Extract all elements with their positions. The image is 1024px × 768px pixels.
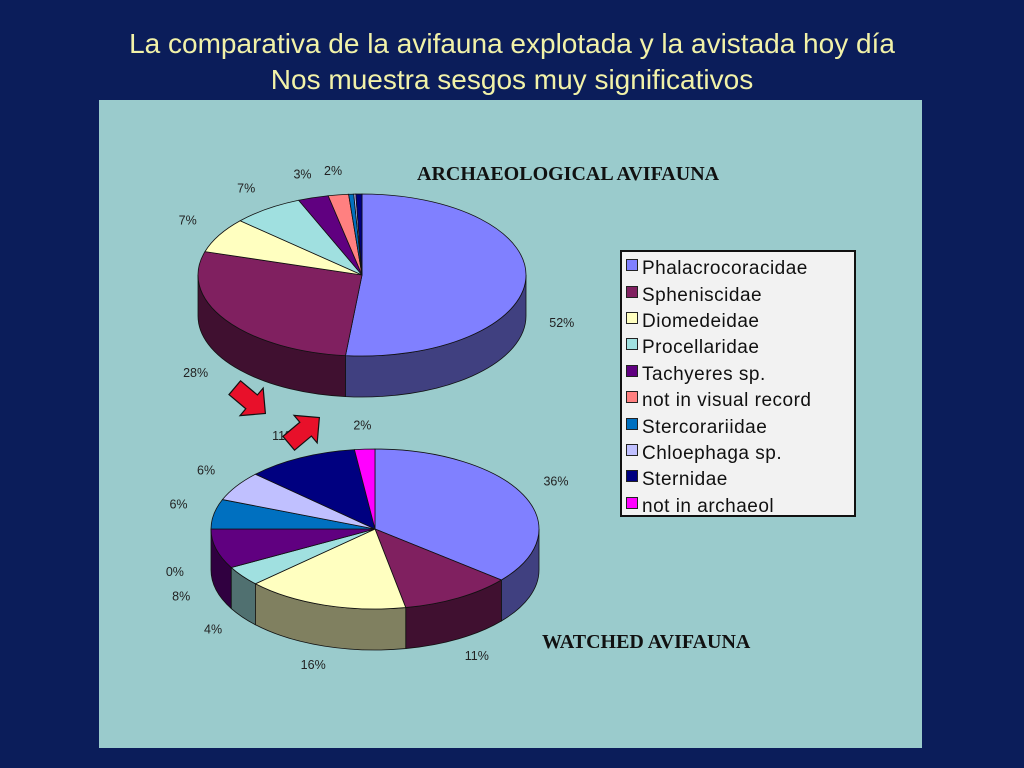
legend-item: Phalacrocoracidae — [626, 256, 854, 282]
legend-label: Tachyeres sp. — [642, 363, 766, 385]
legend-label: Sternidae — [642, 469, 728, 491]
legend-swatch — [626, 417, 638, 430]
legend-item: Tachyeres sp. — [626, 362, 854, 388]
slide-title: La comparativa de la avifauna explotada … — [0, 26, 1024, 98]
slide-title-line-1: La comparativa de la avifauna explotada … — [129, 28, 895, 59]
legend-swatch — [626, 443, 638, 456]
chart-title-archaeological: ARCHAEOLOGICAL AVIFAUNA — [417, 163, 720, 185]
legend-item: Stercorariidae — [626, 414, 854, 440]
pie-slice — [254, 449, 376, 530]
pie-data-label: 16% — [301, 658, 326, 672]
pie-data-label: 6% — [169, 498, 187, 512]
legend-swatch — [626, 391, 638, 404]
legend-swatch — [626, 311, 638, 324]
legend-item: Chloephaga sp. — [626, 441, 854, 467]
pie-slice — [197, 251, 363, 357]
legend-swatch — [626, 285, 638, 298]
pie-data-label: 6% — [197, 464, 215, 478]
legend-item: Sternidae — [626, 467, 854, 493]
pie-slice — [345, 193, 527, 357]
legend-item: Procellaridae — [626, 335, 854, 361]
slide-title-line-2: Nos muestra sesgos muy significativos — [270, 64, 754, 95]
pie-data-label: 7% — [179, 214, 197, 228]
red-arrow — [282, 414, 321, 452]
legend-label: Procellaridae — [642, 337, 760, 359]
pie-slice — [374, 448, 540, 581]
pie-data-label: 4% — [204, 622, 222, 636]
chart-title-watched: WATCHED AVIFAUNA — [542, 631, 751, 653]
pie-data-label: 11% — [465, 649, 489, 663]
legend-label: Chloephaga sp. — [642, 442, 783, 464]
legend-swatch — [626, 470, 638, 483]
pie-charts: 52%28%7%7%3%2%36%11%16%4%8%0%6%6%11%2% A… — [166, 163, 751, 672]
legend: Phalacrocoracidae Spheniscidae Diomedeidae… — [620, 250, 856, 517]
legend-label: Stercorariidae — [642, 416, 768, 438]
red-arrow — [228, 379, 267, 417]
legend-item: not in visual record — [626, 388, 854, 414]
pie-labels: 52%28%7%7%3%2%36%11%16%4%8%0%6%6%11%2% — [166, 164, 574, 672]
legend-item: Spheniscidae — [626, 282, 854, 308]
legend-label: Diomedeidae — [642, 310, 760, 332]
legend-swatch — [626, 338, 638, 351]
pie-data-label: 2% — [353, 419, 371, 433]
pie-data-label: 8% — [172, 589, 190, 603]
legend-swatch — [626, 259, 638, 272]
legend-item: not in archaeol — [626, 494, 854, 520]
archaeological-pie — [197, 193, 527, 398]
pie-slice — [374, 528, 503, 609]
legend-item: Diomedeidae — [626, 309, 854, 335]
pie-slice — [355, 193, 363, 276]
watched-pie — [210, 448, 540, 651]
pie-data-label: 7% — [237, 181, 255, 195]
pie-slice — [254, 528, 407, 610]
chart-panel: 52%28%7%7%3%2%36%11%16%4%8%0%6%6%11%2% A… — [99, 100, 922, 748]
pie-data-label: 0% — [166, 565, 184, 579]
pie-slice — [353, 448, 376, 530]
pie-data-label: 2% — [324, 164, 342, 178]
legend-label: not in visual record — [642, 390, 812, 412]
pie-data-label: 3% — [293, 168, 311, 182]
legend-swatch — [626, 364, 638, 377]
legend-swatch — [626, 496, 638, 509]
pie-data-label: 36% — [543, 474, 568, 488]
legend-label: Phalacrocoracidae — [642, 258, 808, 280]
pie-data-label: 28% — [183, 366, 208, 380]
pie-data-label: 52% — [549, 316, 574, 330]
legend-label: not in archaeol — [642, 495, 775, 517]
comparison-arrows — [228, 379, 321, 452]
legend-label: Spheniscidae — [642, 284, 763, 306]
